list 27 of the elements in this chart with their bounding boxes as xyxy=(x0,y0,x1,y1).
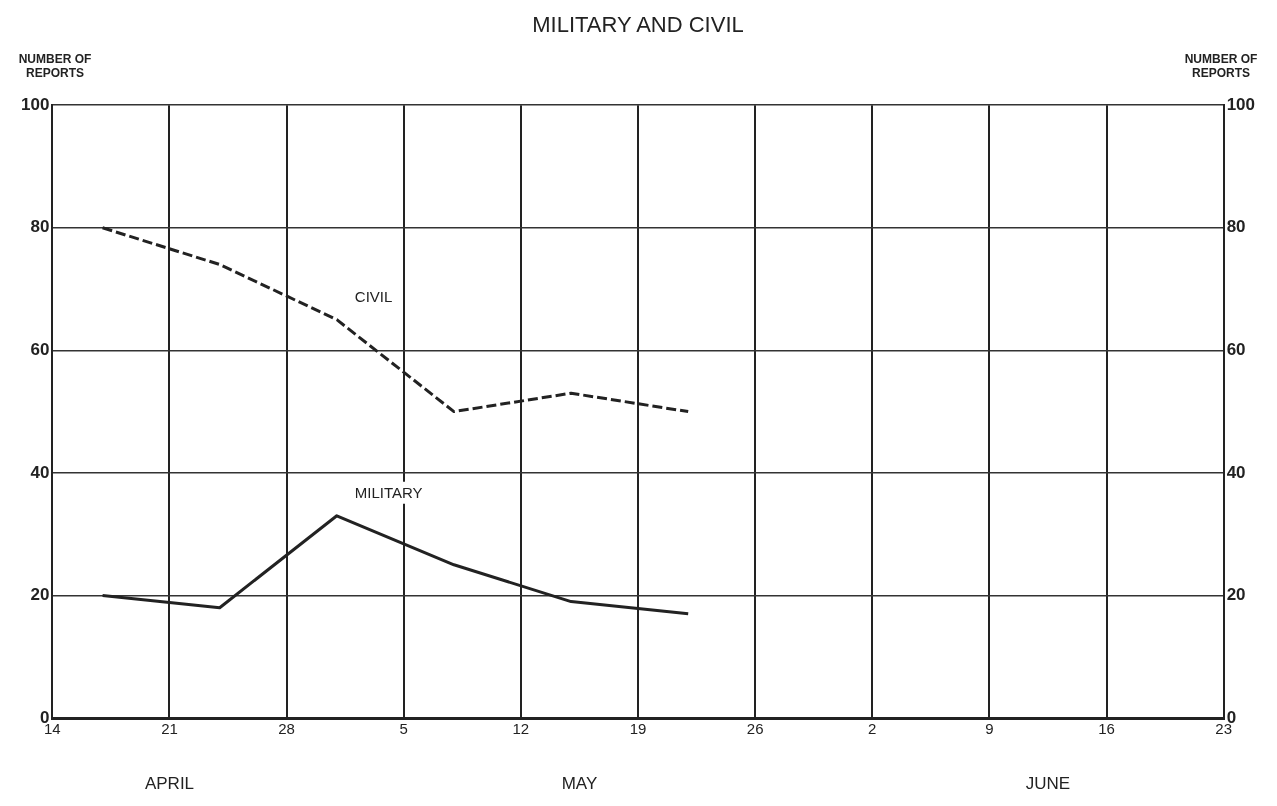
x-tick-label: 5 xyxy=(399,720,408,738)
x-tick-label: 2 xyxy=(868,720,877,738)
y-tick-label: 20 xyxy=(30,585,50,605)
y2-tick-label: 60 xyxy=(1226,340,1246,360)
x-tick-label: 21 xyxy=(161,720,178,738)
series-label: CIVIL xyxy=(354,288,393,306)
chart-title: MILITARY AND CIVIL xyxy=(531,12,745,38)
y-axis-title: NUMBER OF REPORTS xyxy=(17,52,93,80)
y2-tick-label: 20 xyxy=(1226,585,1246,605)
y2-tick-label: 80 xyxy=(1226,217,1246,237)
y-tick-label: 60 xyxy=(30,340,50,360)
y2-axis-title: NUMBER OF REPORTS xyxy=(1183,52,1259,80)
x-tick-label: 9 xyxy=(985,720,994,738)
text: MAY xyxy=(561,774,598,794)
series-label: MILITARY xyxy=(354,484,423,502)
x-tick-label: 12 xyxy=(512,720,530,738)
y-tick-label: 100 xyxy=(20,94,50,114)
y-tick-label: 40 xyxy=(30,462,50,482)
y2-tick-label: 40 xyxy=(1226,462,1246,482)
x-tick-label: 28 xyxy=(278,720,295,738)
text: JUNE xyxy=(1025,774,1071,794)
x-tick-label: 16 xyxy=(1098,720,1115,738)
text: APRIL xyxy=(144,774,195,794)
y-tick-label: 80 xyxy=(30,217,50,237)
x-tick-label: 19 xyxy=(629,720,647,738)
y2-tick-label: 100 xyxy=(1226,94,1256,114)
x-tick-label: 26 xyxy=(746,720,764,738)
